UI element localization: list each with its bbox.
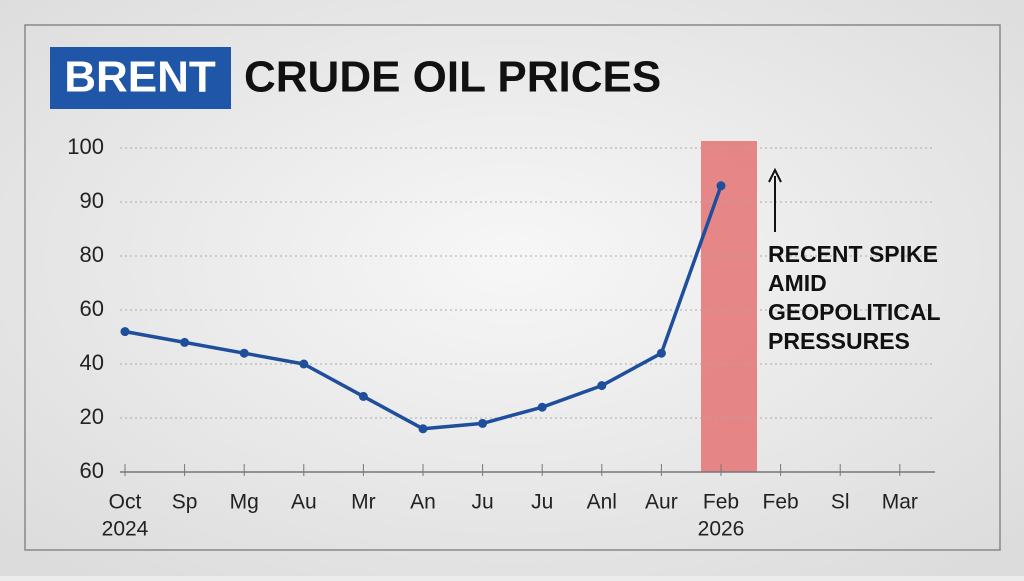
chart-title: CRUDE OIL PRICES <box>244 53 661 102</box>
x-tick-label: Mar <box>882 491 918 514</box>
x-tick-label: Oct <box>109 491 142 514</box>
x-tick-label: Sp <box>172 491 198 514</box>
data-point <box>358 391 368 401</box>
x-tick-label: Au <box>291 491 317 514</box>
x-tick-label: Feb <box>703 491 739 514</box>
annotation-text: AMID <box>768 270 827 296</box>
x-tick-label: Anl <box>587 491 617 514</box>
annotation-text: PRESSURES <box>768 328 910 354</box>
data-point <box>537 402 547 412</box>
title-tag: BRENT <box>64 53 216 102</box>
data-point <box>656 348 666 358</box>
x-tick-label: Sl <box>831 491 850 514</box>
x-tick-label: Mr <box>351 491 376 514</box>
y-tick-label: 60 <box>80 296 104 321</box>
y-tick-label: 80 <box>80 242 104 267</box>
y-tick-label: 100 <box>67 134 104 159</box>
data-point <box>120 327 130 337</box>
frame <box>24 24 1001 551</box>
data-point <box>597 381 607 391</box>
x-tick-label: An <box>410 491 436 514</box>
x-tick-label: Aur <box>645 491 678 514</box>
title-tag-box <box>50 47 231 109</box>
data-point <box>716 181 726 191</box>
y-tick-label: 40 <box>80 350 104 375</box>
year-label: 2024 <box>102 518 149 541</box>
x-tick-label: Feb <box>763 491 799 514</box>
annotation-text: RECENT SPIKE <box>768 241 938 267</box>
data-point <box>418 424 428 434</box>
highlight-band <box>701 141 757 472</box>
annotation-arrowhead <box>768 167 782 183</box>
data-point <box>478 418 488 428</box>
y-tick-label: 60 <box>80 458 104 483</box>
data-point <box>180 337 190 347</box>
y-tick-label: 90 <box>80 188 104 213</box>
x-tick-label: Ju <box>531 491 553 514</box>
year-label: 2026 <box>698 518 745 541</box>
y-tick-label: 20 <box>80 404 104 429</box>
x-tick-label: Ju <box>472 491 494 514</box>
data-point <box>239 348 249 358</box>
annotation-text: GEOPOLITICAL <box>768 299 941 325</box>
x-tick-label: Mg <box>230 491 259 514</box>
data-point <box>299 359 309 369</box>
